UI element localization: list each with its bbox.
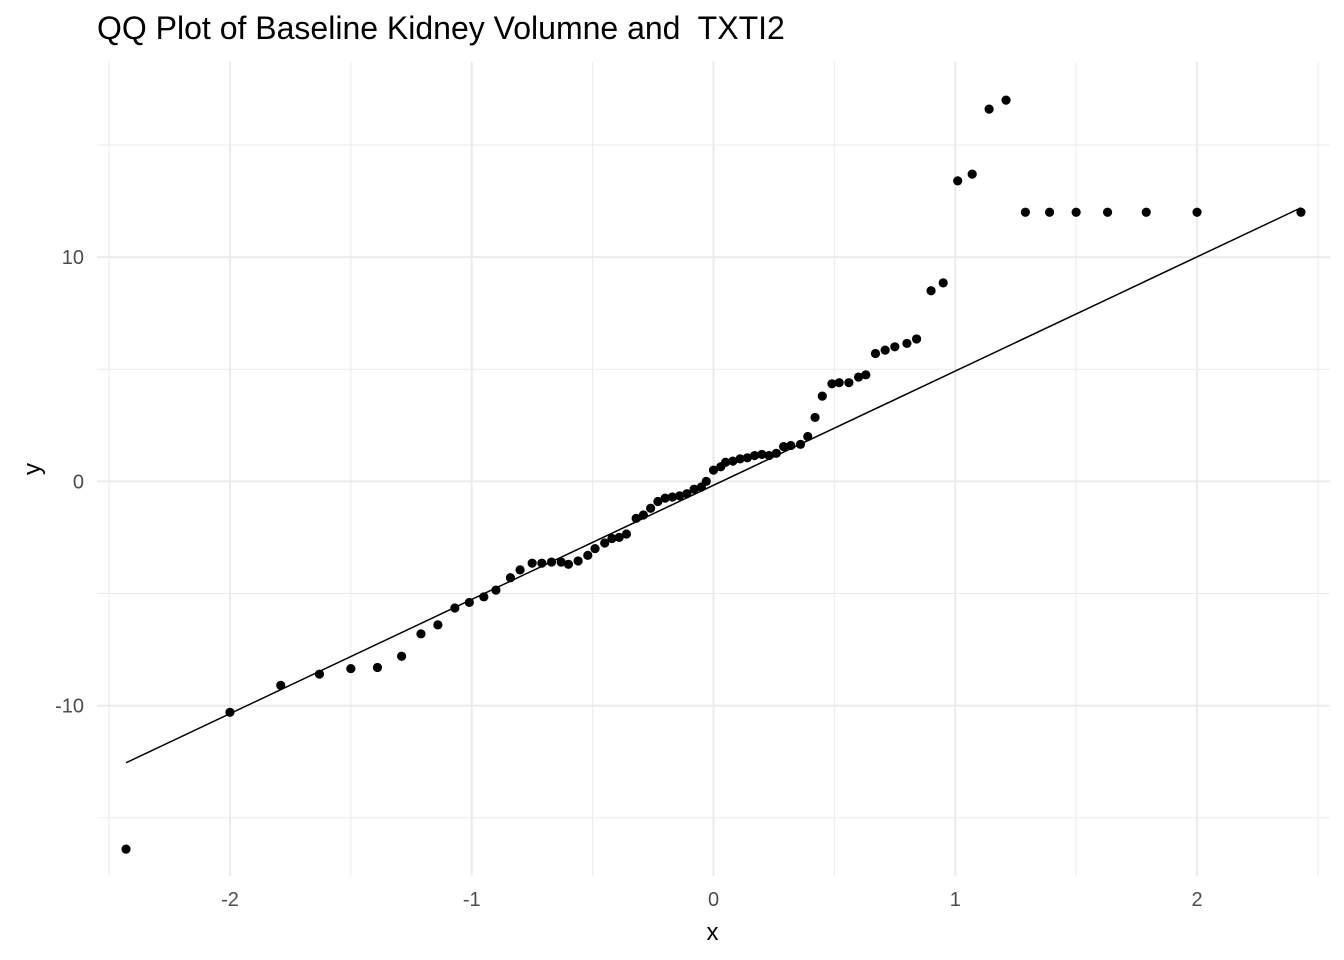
data-point [890,342,900,352]
data-point [450,603,460,613]
data-point [638,510,648,520]
data-point [827,379,837,389]
y-tick-label: -10 [55,696,84,718]
data-point [346,663,356,674]
data-point [764,450,774,461]
data-point [735,454,745,464]
data-point [911,334,922,344]
data-point [667,492,678,502]
data-point [515,565,525,575]
data-point [631,513,641,523]
data-point [853,372,864,382]
data-point [708,465,719,475]
data-point [728,456,738,466]
data-point [953,176,963,186]
data-point [607,533,617,544]
data-point [121,844,131,854]
data-point [795,439,806,449]
data-point [546,557,557,567]
data-point [314,669,325,679]
data-point [771,448,781,458]
chart-title: QQ Plot of Baseline Kidney Volumne and T… [97,10,785,46]
data-point [720,457,731,467]
data-point [742,453,752,463]
data-point [372,662,383,673]
data-point [505,573,516,583]
data-point [527,558,537,568]
x-tick-label: -2 [221,889,239,911]
data-point [225,707,235,717]
data-point [810,412,820,423]
data-point [701,476,711,486]
y-tick-label: 10 [62,247,84,269]
data-point [1020,207,1030,217]
data-point [682,489,692,499]
data-point [537,558,547,568]
data-point [276,680,286,690]
data-point [479,592,489,602]
data-point [660,493,670,503]
data-point [779,441,789,452]
data-point [757,449,767,460]
data-point [675,491,685,501]
data-point [926,286,936,296]
y-tick-label: 0 [73,471,84,493]
data-point [397,651,407,661]
data-point [1071,207,1081,217]
data-point [433,620,443,630]
data-point [803,431,813,442]
data-point [563,559,574,569]
data-point [750,450,760,461]
data-point [614,532,624,542]
data-point [967,169,977,179]
x-tick-label: 1 [950,889,961,911]
data-point [1044,207,1055,217]
data-point [491,585,501,595]
data-point [938,278,948,288]
data-point [902,338,912,349]
data-point [600,538,610,548]
y-axis-title: y [19,463,46,475]
data-point [556,557,566,567]
x-tick-label: 2 [1191,889,1202,911]
data-point [984,104,994,114]
x-tick-label: 0 [708,889,719,911]
data-point [653,496,663,507]
data-point [870,348,881,359]
data-point [583,550,593,560]
data-point [880,345,890,355]
data-point [689,484,699,494]
data-point [844,378,854,388]
data-point [861,370,871,380]
data-point [573,556,583,566]
data-point [621,529,632,539]
data-point [1192,207,1202,217]
data-point [834,378,844,388]
qq-reference-line [125,207,1302,764]
data-point [1102,207,1113,217]
data-point [1141,207,1151,217]
x-axis-title: x [707,919,719,946]
data-point [416,629,426,639]
data-point [1001,95,1011,105]
x-tick-label: -1 [463,889,481,911]
data-point [590,544,600,554]
data-point [1296,207,1306,217]
data-point [786,440,796,451]
data-point [646,503,656,513]
data-point [464,597,474,608]
data-point [817,391,827,401]
